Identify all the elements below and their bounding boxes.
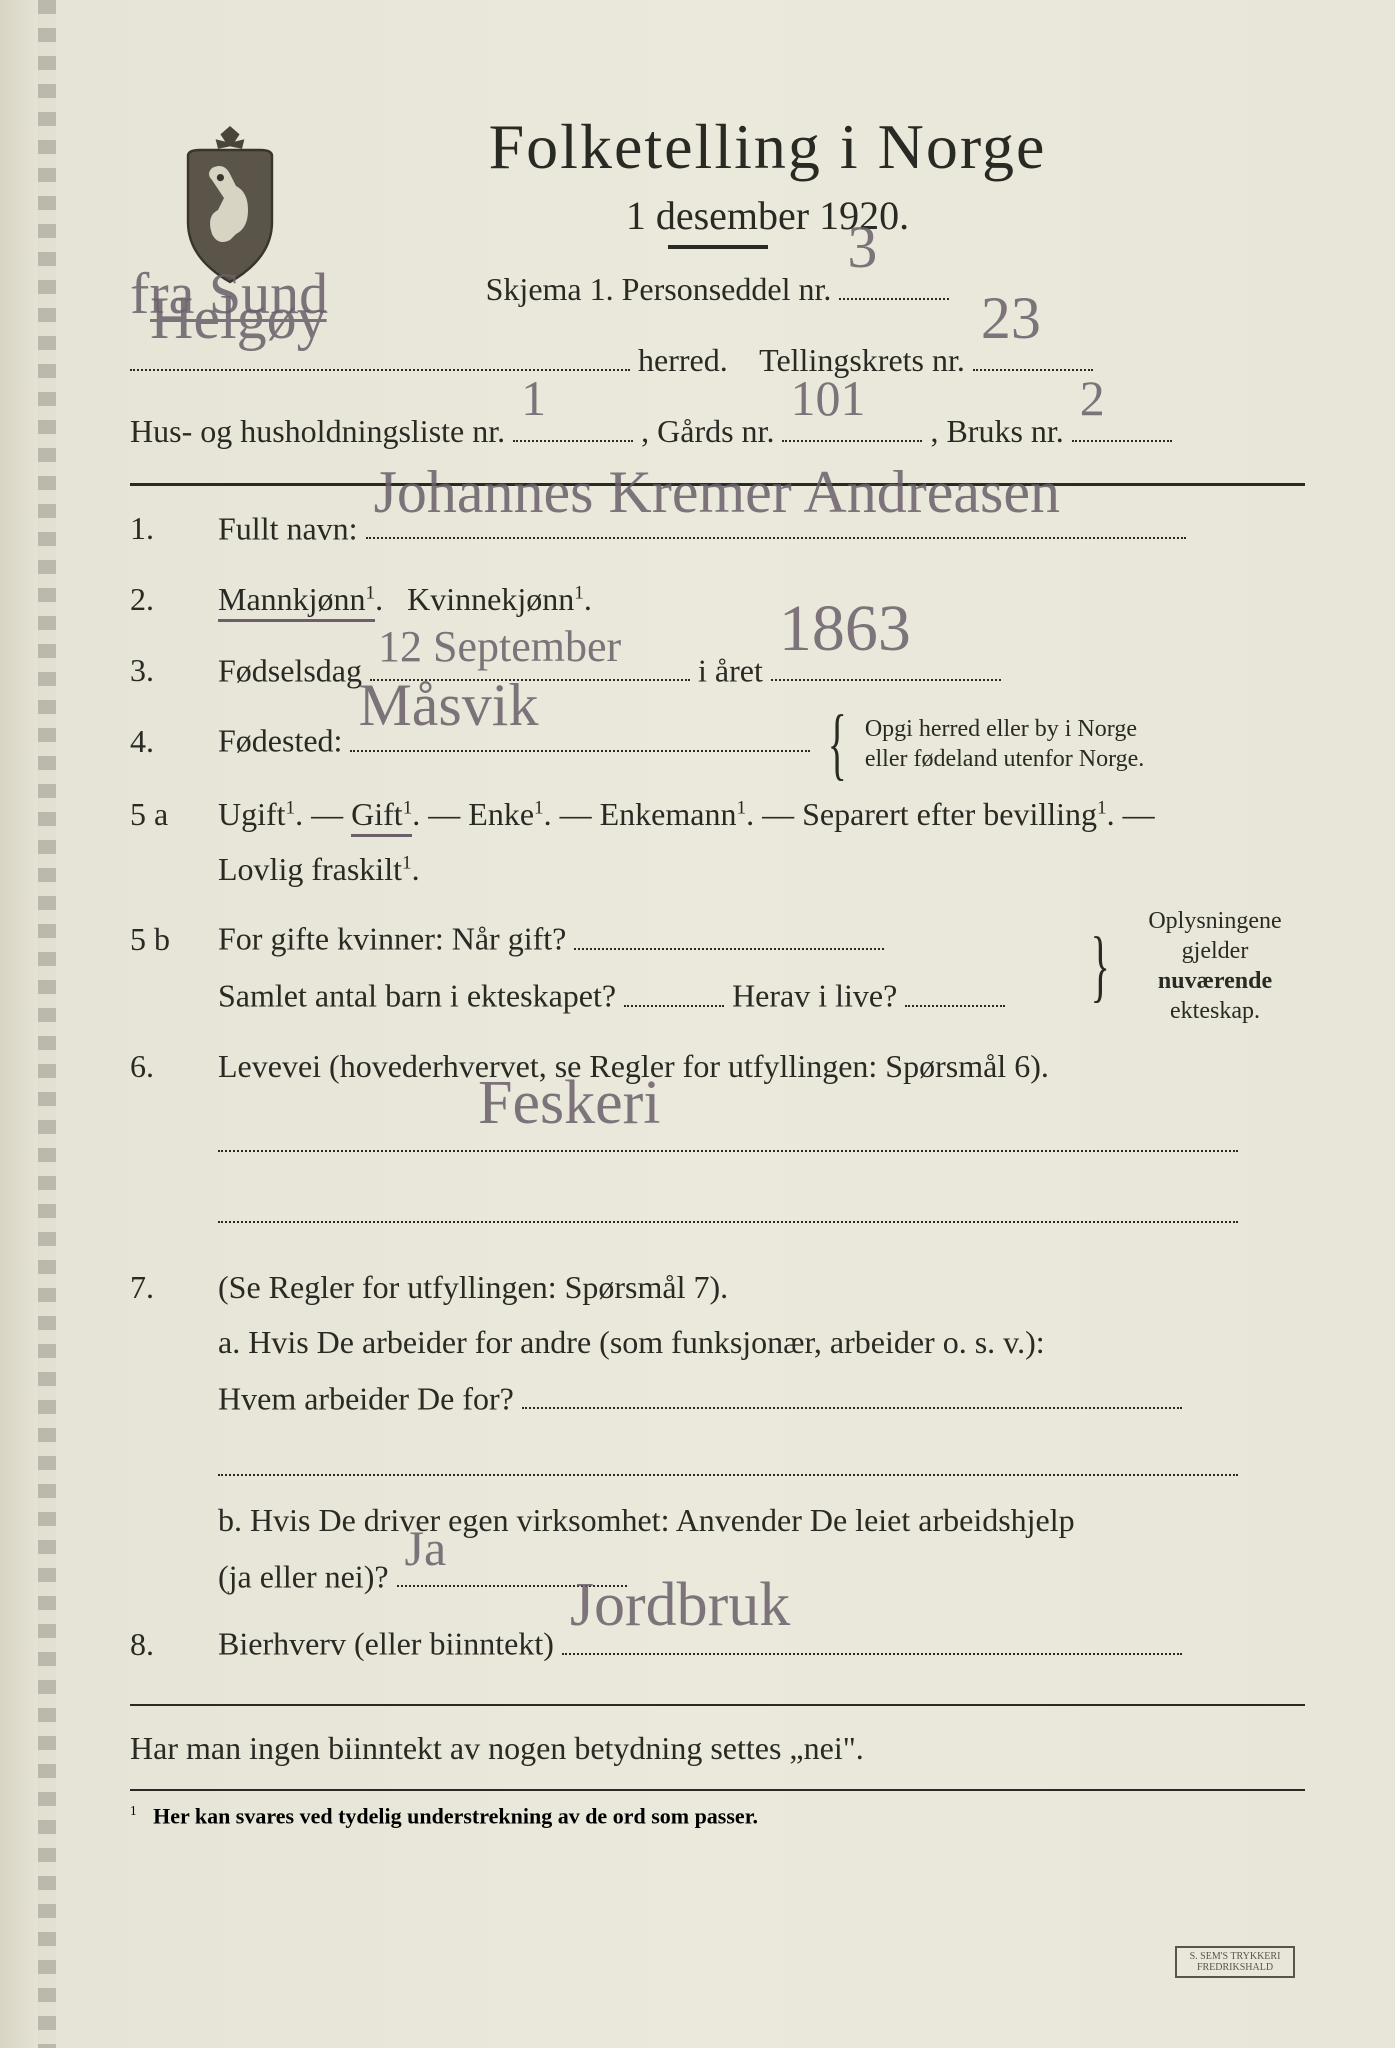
q5a-enke: Enke1 — [468, 796, 543, 832]
q7-num: 7. — [130, 1257, 190, 1318]
q7a-label: a. Hvis De arbeider for andre (som funks… — [218, 1324, 1045, 1360]
q4-note-a: Opgi herred eller by i Norge — [865, 716, 1137, 742]
binding-edge — [38, 0, 56, 2048]
q4-num: 4. — [130, 711, 190, 772]
footer-note: Har man ingen biinntekt av nogen betydni… — [130, 1730, 864, 1766]
q4-note-b: eller fødeland utenfor Norge. — [865, 746, 1144, 772]
q6-num: 6. — [130, 1036, 190, 1097]
coat-of-arms-icon — [170, 120, 290, 280]
q7b-label: b. Hvis De driver egen virksomhet: Anven… — [218, 1502, 1075, 1538]
brace-icon-2: } — [1090, 942, 1109, 990]
q8-value: Jordbruk — [570, 1553, 790, 1658]
q5b-label-b: Samlet antal barn i ekteskapet? — [218, 978, 616, 1014]
personseddel-nr-value: 3 — [847, 190, 877, 304]
q7b-sub: (ja eller nei)? — [218, 1558, 389, 1594]
q5b-note-c: ekteskap. — [1170, 998, 1260, 1024]
section-divider-3 — [130, 1789, 1305, 1791]
q5a-gift: Gift1 — [351, 796, 412, 837]
husliste-nr-value: 1 — [521, 351, 546, 446]
q8-num: 8. — [130, 1614, 190, 1675]
q6-value: Feskeri — [478, 1051, 661, 1156]
q5b-label-a: For gifte kvinner: Når gift? — [218, 921, 566, 957]
q8-label: Bierhverv (eller biinntekt) — [218, 1626, 554, 1662]
tellingskrets-nr-value: 23 — [981, 261, 1041, 375]
q3-num: 3. — [130, 640, 190, 701]
page-subtitle: 1 desember 1920. — [230, 192, 1305, 239]
q7a-sub: Hvem arbeider De for? — [218, 1380, 514, 1416]
footnote-text: Her kan svares ved tydelig understreknin… — [153, 1804, 758, 1829]
q5b-num: 5 b — [130, 909, 190, 970]
q3-year-value: 1863 — [779, 573, 911, 685]
q3-label: Fødselsdag — [218, 652, 362, 688]
printer-stamp: S. SEM'S TRYKKERI FREDRIKSHALD — [1175, 1946, 1295, 1978]
q5a-ugift: Ugift1 — [218, 796, 295, 832]
q7b-value: Ja — [405, 1506, 447, 1591]
q1-label: Fullt navn: — [218, 510, 358, 546]
q5a-separert: Separert efter bevilling1 — [802, 796, 1107, 832]
herred-value: Helgøy — [150, 261, 327, 375]
q4-value: Måsvik — [358, 654, 538, 756]
q2-mann: Mannkjønn1 — [218, 581, 375, 622]
q5a-num: 5 a — [130, 784, 190, 845]
q5b-note-b: gjelder nuværende — [1158, 938, 1272, 994]
q5a-enkemann: Enkemann1 — [600, 796, 746, 832]
q1-value: Johannes Kremer Andreasen — [374, 441, 1060, 543]
q1-num: 1. — [130, 498, 190, 559]
q5a-fraskilt: Lovlig fraskilt1 — [218, 851, 412, 887]
q3-year-label: i året — [698, 652, 763, 688]
section-divider-2 — [130, 1704, 1305, 1706]
herred-label: herred. — [638, 342, 728, 378]
bruks-nr-value: 2 — [1080, 351, 1105, 446]
skjema-label: Skjema 1. Personseddel nr. — [486, 271, 832, 307]
q7-label: (Se Regler for utfyllingen: Spørsmål 7). — [218, 1269, 728, 1305]
gards-nr-value: 101 — [790, 351, 865, 446]
q5b-label-c: Herav i live? — [732, 978, 897, 1014]
page-title: Folketelling i Norge — [230, 110, 1305, 184]
q4-label: Fødested: — [218, 723, 342, 759]
footnote-num: 1 — [130, 1803, 137, 1818]
q2-num: 2. — [130, 569, 190, 630]
title-divider — [668, 245, 768, 249]
brace-icon: { — [828, 720, 847, 768]
q5b-note-a: Oplysningene — [1148, 908, 1281, 934]
